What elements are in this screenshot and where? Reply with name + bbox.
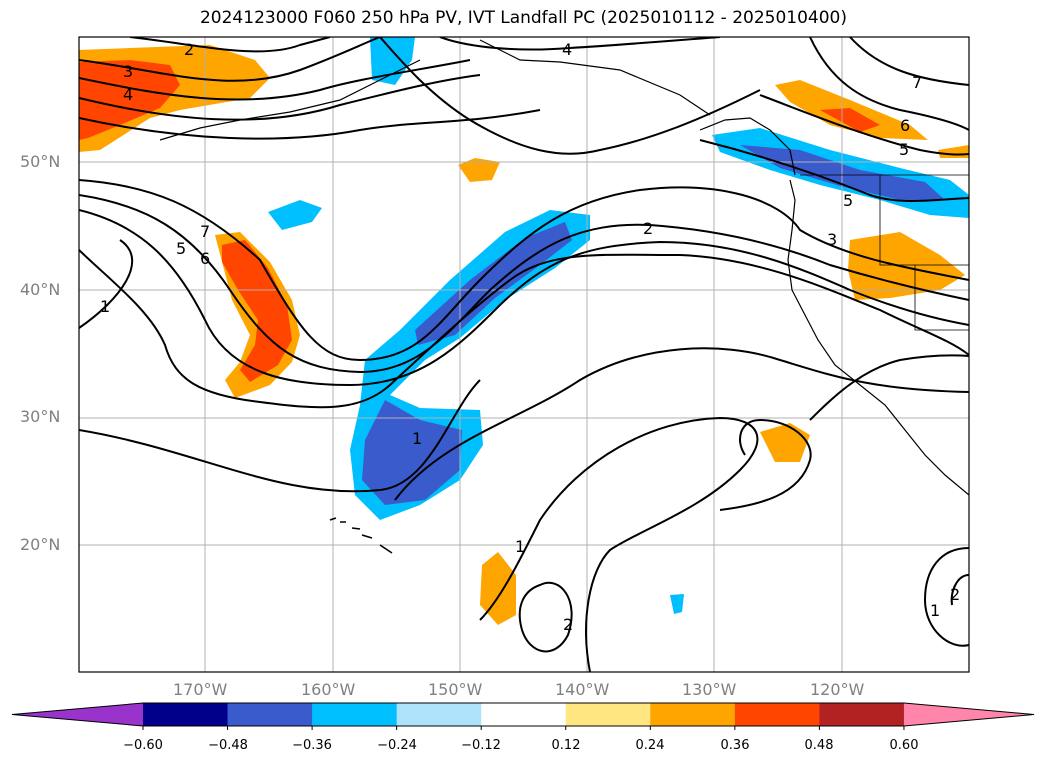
contour-label: 4 bbox=[562, 40, 572, 59]
contour-label: 7 bbox=[200, 222, 210, 241]
lon-label: 140°W bbox=[555, 680, 610, 699]
contour-label: 5 bbox=[843, 191, 853, 210]
colorbar-segment bbox=[481, 703, 567, 726]
map-title: 2024123000 F060 250 hPa PV, IVT Landfall… bbox=[199, 8, 847, 28]
colorbar-tick-label: −0.36 bbox=[292, 738, 332, 753]
lat-label: 40°N bbox=[20, 280, 61, 299]
contour-label: 3 bbox=[827, 230, 837, 249]
colorbar-tick-label: 0.60 bbox=[889, 738, 919, 753]
lon-label: 120°W bbox=[810, 680, 865, 699]
contour-label: 4 bbox=[123, 85, 133, 104]
lon-label: 160°W bbox=[301, 680, 356, 699]
pc-shading bbox=[79, 37, 969, 625]
colorbar bbox=[11, 702, 1035, 730]
colorbar-tick-label: 0.24 bbox=[635, 738, 665, 753]
colorbar-segment bbox=[227, 703, 313, 726]
contour-label: 5 bbox=[176, 239, 186, 258]
lat-label: 30°N bbox=[20, 407, 61, 426]
negative-anomaly bbox=[670, 594, 684, 614]
colorbar-segment bbox=[819, 703, 905, 726]
contour-label: 2 bbox=[950, 585, 960, 604]
contour-label: 6 bbox=[900, 116, 910, 135]
positive-anomaly bbox=[222, 240, 292, 382]
contour-label: 7 bbox=[912, 73, 922, 92]
colorbar-tick-label: −0.48 bbox=[208, 738, 248, 753]
contour-label: 1 bbox=[930, 601, 940, 620]
colorbar-segment bbox=[734, 703, 820, 726]
lat-label: 20°N bbox=[20, 535, 61, 554]
negative-anomaly bbox=[268, 200, 322, 230]
positive-anomaly bbox=[480, 552, 516, 625]
contour-label: 2 bbox=[563, 615, 573, 634]
contour-label: 5 bbox=[899, 140, 909, 159]
positive-anomaly bbox=[458, 158, 500, 182]
colorbar-segment bbox=[312, 703, 398, 726]
negative-anomaly bbox=[362, 400, 462, 505]
colorbar-segment bbox=[396, 703, 482, 726]
contour-label: 1 bbox=[412, 429, 422, 448]
positive-anomaly bbox=[760, 423, 810, 462]
contour-label: 6 bbox=[200, 249, 210, 268]
colorbar-tick-label: 0.48 bbox=[804, 738, 834, 753]
colorbar-tick-label: −0.24 bbox=[377, 738, 417, 753]
colorbar-extend-max bbox=[903, 703, 1034, 726]
lon-label: 150°W bbox=[428, 680, 483, 699]
positive-anomaly bbox=[938, 145, 969, 158]
map-frame bbox=[78, 36, 970, 673]
colorbar-segment bbox=[650, 703, 736, 726]
negative-anomaly bbox=[370, 37, 415, 85]
positive-anomaly bbox=[820, 108, 880, 132]
positive-anomaly bbox=[848, 232, 965, 300]
colorbar-extend-min bbox=[12, 703, 143, 726]
negative-anomaly bbox=[415, 222, 572, 345]
contour-labels: 2 3 4 4 7 6 5 5 2 3 7 5 6 1 1 1 2 1 2 bbox=[100, 40, 960, 634]
lon-label: 130°W bbox=[682, 680, 737, 699]
colorbar-tick-label: −0.12 bbox=[461, 738, 501, 753]
positive-anomaly bbox=[79, 60, 180, 140]
pv-contours bbox=[79, 37, 969, 672]
contour-label: 1 bbox=[100, 297, 110, 316]
contour-label: 2 bbox=[184, 40, 194, 59]
colorbar-segment bbox=[143, 703, 229, 726]
contour-label: 2 bbox=[643, 219, 653, 238]
contour-label: 1 bbox=[515, 537, 525, 556]
colorbar-tick-label: 0.36 bbox=[720, 738, 750, 753]
graticule bbox=[79, 37, 969, 672]
lon-label: 170°W bbox=[173, 680, 228, 699]
colorbar-segment bbox=[565, 703, 651, 726]
colorbar-tick-label: −0.60 bbox=[123, 738, 163, 753]
coastlines bbox=[159, 39, 969, 554]
colorbar-tick-label: 0.12 bbox=[551, 738, 581, 753]
lat-label: 50°N bbox=[20, 152, 61, 171]
contour-label: 3 bbox=[123, 62, 133, 81]
